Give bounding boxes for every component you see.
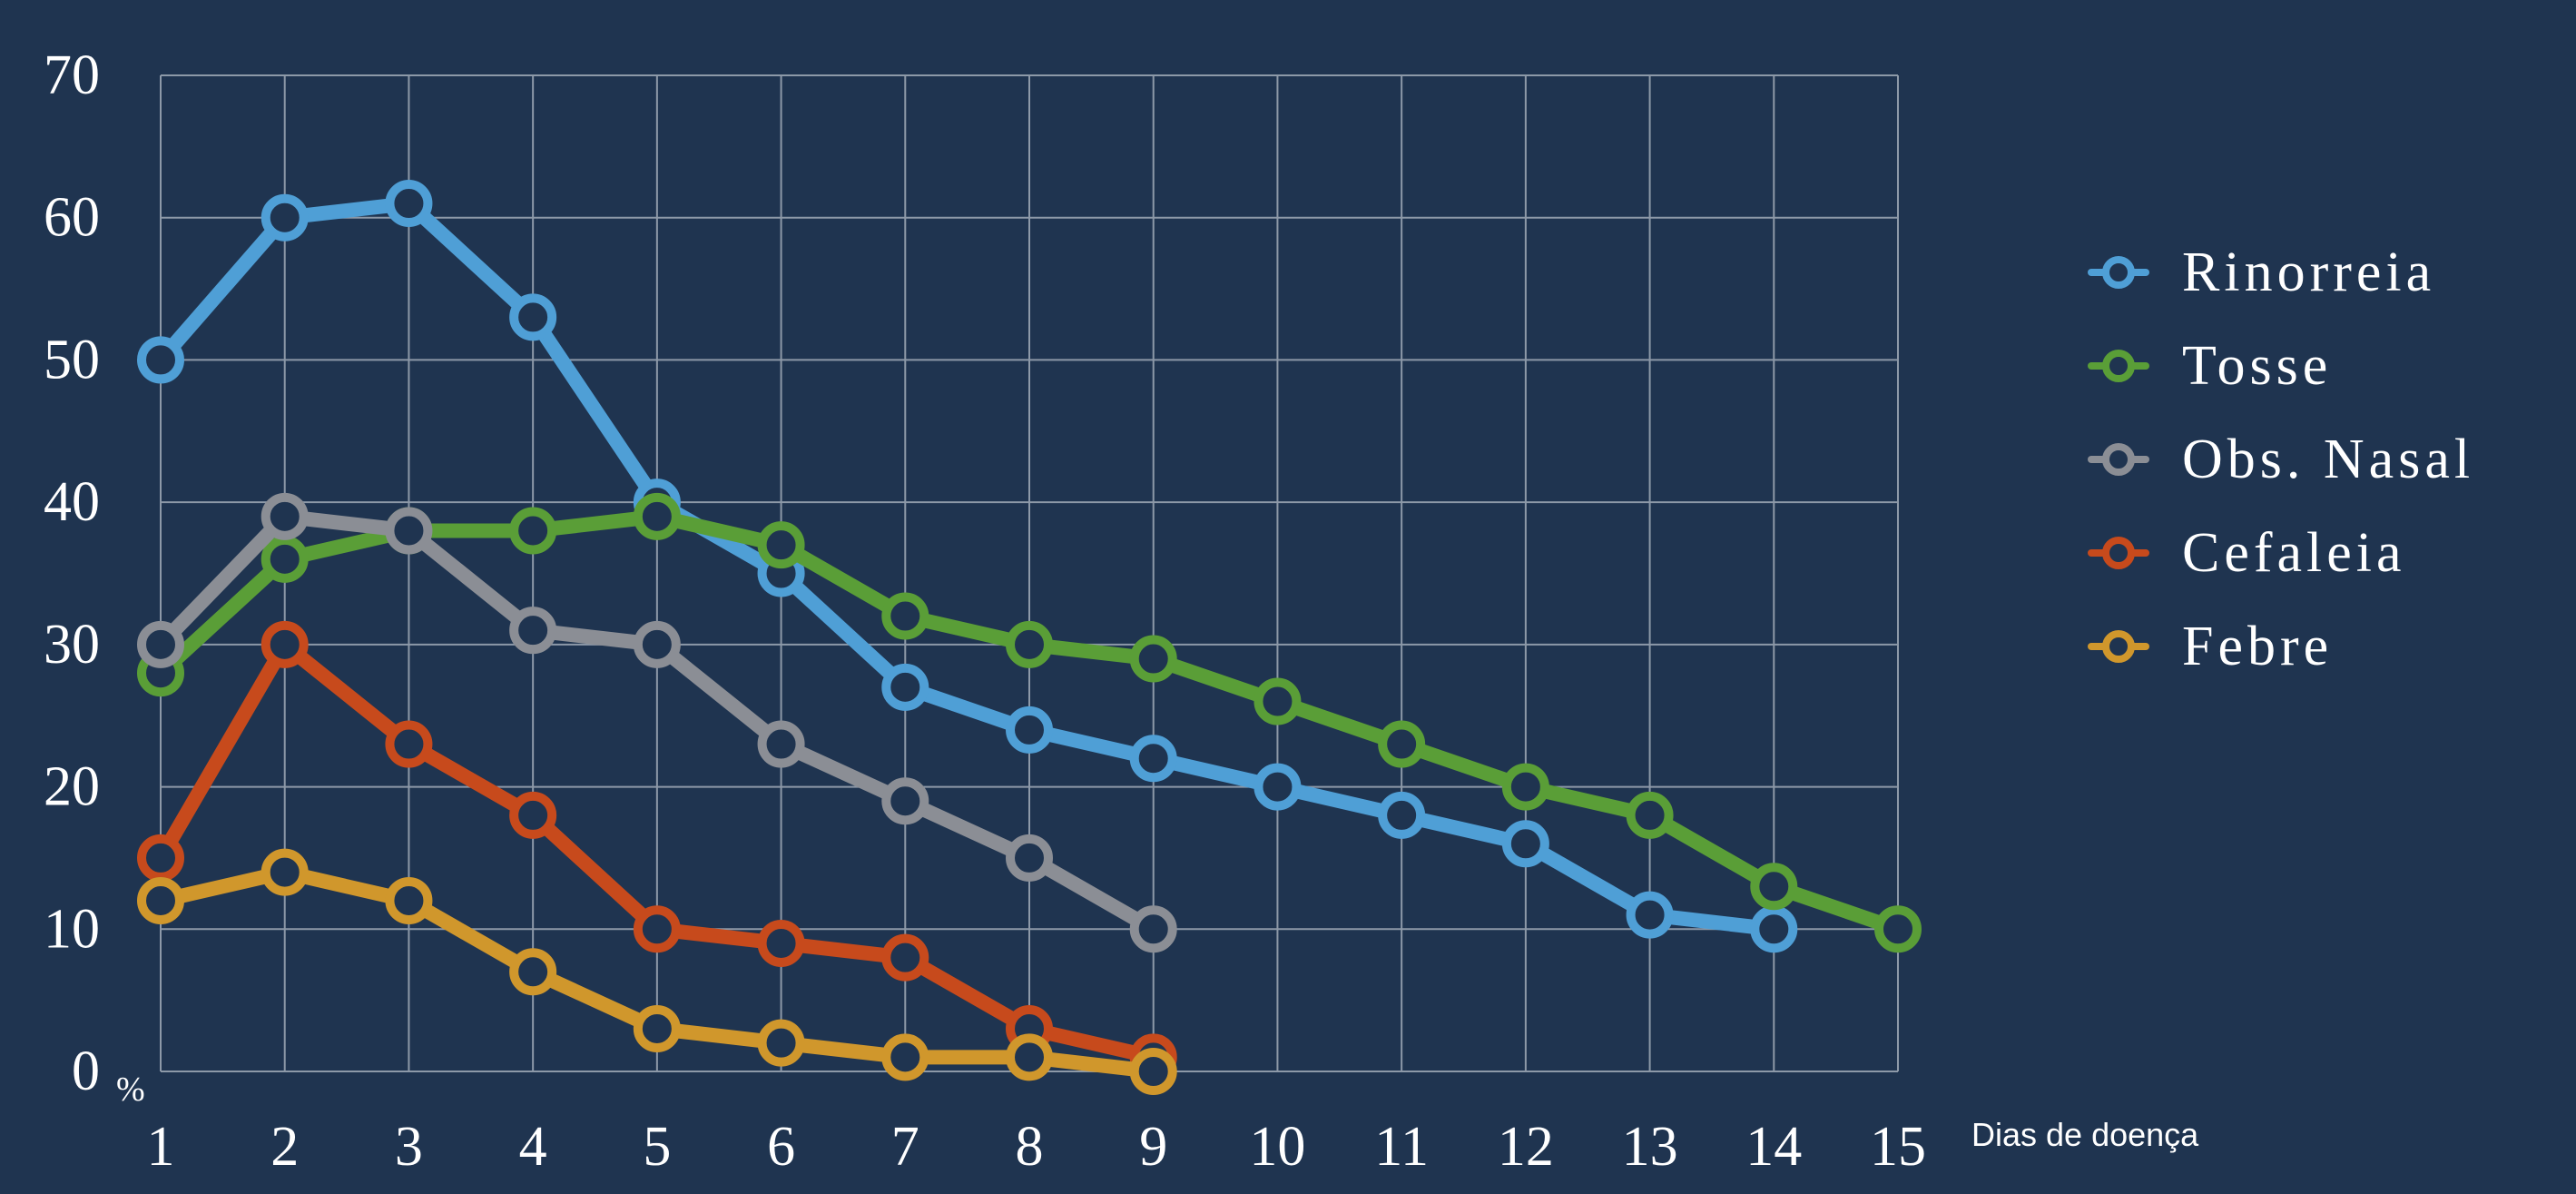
y-tick-label: 20 [44,756,100,818]
data-point [757,521,805,569]
data-point [509,293,557,341]
data-point [1378,791,1426,839]
x-tick-label: 10 [1249,1116,1305,1178]
legend-marker [2102,350,2135,382]
y-tick-label: 70 [44,44,100,106]
data-point [1006,706,1053,754]
x-tick-label: 9 [1139,1116,1167,1178]
data-point [509,607,557,655]
x-tick-label: 1 [147,1116,175,1178]
y-tick-label: 30 [44,614,100,676]
x-tick-label: 12 [1498,1116,1554,1178]
legend-label: Cefaleia [2182,522,2406,584]
data-point [385,180,433,228]
data-point [633,620,681,668]
data-point [1501,763,1549,811]
data-point [1874,905,1922,953]
x-tick-label: 15 [1870,1116,1926,1178]
x-tick-label: 8 [1016,1116,1044,1178]
data-point [1501,820,1549,868]
data-point [509,948,557,996]
legend-marker [2102,256,2135,289]
data-point [261,535,309,583]
x-tick-label: 3 [395,1116,423,1178]
y-tick-label: 0 [72,1041,100,1102]
legend-label: Rinorreia [2182,242,2435,303]
data-point [757,919,805,967]
data-point [1006,620,1053,668]
y-tick-label: 40 [44,471,100,533]
y-tick-label: 10 [44,898,100,960]
x-tick-label: 7 [891,1116,919,1178]
data-point [881,1033,929,1081]
data-point [1626,891,1674,939]
legend-label: Tosse [2182,335,2332,397]
data-point [1378,720,1426,768]
data-point [385,876,433,924]
data-point [261,848,309,896]
data-point [1129,1048,1177,1095]
legend-item: Febre [2088,616,2333,677]
y-axis-ticks: 0 10 20 30 40 50 60 70 [44,44,100,1102]
data-point [261,193,309,242]
data-point [633,492,681,540]
x-tick-label: 14 [1745,1116,1802,1178]
x-tick-label: 13 [1622,1116,1678,1178]
x-tick-label: 2 [270,1116,299,1178]
x-tick-label: 11 [1374,1116,1429,1178]
legend-marker [2102,630,2135,663]
legend-item: Tosse [2088,335,2332,397]
x-tick-label: 6 [767,1116,795,1178]
y-tick-label: 60 [44,187,100,249]
data-point [509,791,557,839]
data-point [137,620,184,668]
data-point [137,834,184,882]
legend-item: Rinorreia [2088,242,2435,303]
data-point [1750,905,1798,953]
series-febre [137,848,1177,1095]
data-point [881,592,929,640]
data-point [1006,834,1053,882]
data-point [1254,677,1302,725]
data-point [509,507,557,555]
data-point [881,777,929,825]
data-point [757,1019,805,1067]
legend-marker [2102,443,2135,476]
data-point [1626,791,1674,839]
legend-label: Obs. Nasal [2182,429,2474,490]
data-point [261,620,309,668]
data-point [881,933,929,982]
legend-item: Obs. Nasal [2088,429,2474,490]
x-axis-label: Dias de doença [1971,1116,2199,1153]
data-point [385,507,433,555]
series-layer [137,180,1922,1095]
data-point [1750,863,1798,911]
legend: Rinorreia Tosse Obs. Nasal Cefaleia Febre [2088,242,2474,677]
x-axis-ticks: 1 2 3 4 5 6 7 8 9 10 11 12 13 14 15 [147,1116,1927,1178]
x-tick-label: 5 [643,1116,671,1178]
series-line [153,196,1782,937]
data-point [1129,735,1177,783]
y-tick-label: 50 [44,329,100,390]
data-point [633,905,681,953]
legend-marker [2102,537,2135,569]
data-point [1129,635,1177,683]
legend-label: Febre [2182,616,2333,677]
data-point [1006,1033,1053,1081]
data-point [137,876,184,924]
series-obs-nasal [137,492,1177,953]
data-point [261,492,309,540]
data-point [633,1004,681,1052]
data-point [881,663,929,711]
data-point [757,720,805,768]
x-tick-label: 4 [519,1116,547,1178]
y-unit-label: % [116,1071,145,1109]
data-point [1129,905,1177,953]
data-point [1254,763,1302,811]
legend-item: Cefaleia [2088,522,2406,584]
data-point [385,720,433,768]
data-point [137,336,184,384]
